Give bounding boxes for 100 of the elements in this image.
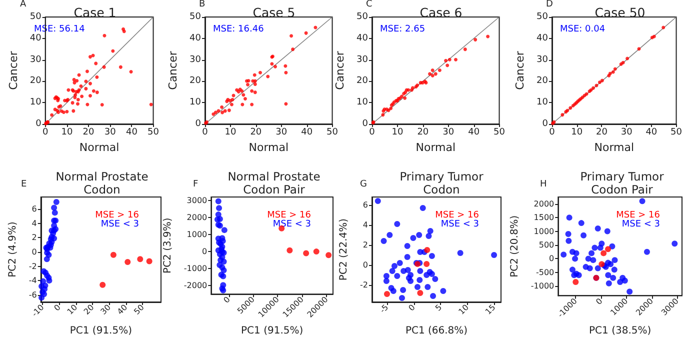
y-axis-title: PC2 (3.9%) [162, 218, 174, 274]
x-tick-label: -10 [30, 302, 46, 318]
y-tick-label: 50 [190, 12, 202, 22]
y-tick-label: 50 [356, 12, 368, 22]
y-tick-label: 2 [32, 233, 37, 242]
x-tick-label: 30 [104, 128, 116, 138]
y-tick-label: -1000 [184, 264, 208, 274]
text: MSE < 3 [100, 220, 139, 230]
x-axis-title: Normal [594, 140, 634, 154]
chart-title: Primary Tumor Codon [400, 170, 484, 196]
text: E [21, 180, 27, 190]
y-tick-label: 6 [32, 204, 37, 214]
y-axis-title: Cancer [166, 50, 180, 90]
annotation: MSE: 0.04 [560, 24, 606, 34]
y-axis-title: Cancer [514, 50, 527, 90]
x-tick-label: 20 [596, 128, 608, 138]
y-tick-label: -1000 [530, 282, 554, 291]
y-tick-label: -500 [536, 268, 554, 277]
text: D [546, 0, 553, 10]
annotation: MSE: 2.65 [380, 24, 426, 34]
y-tick-label: 30 [30, 54, 42, 65]
chart-title: Primary Tumor Codon Pair [580, 170, 664, 196]
y-tick-label: 20 [190, 76, 202, 86]
y-tick-label: 0 [549, 254, 554, 264]
x-tick-label: 10 [392, 128, 404, 138]
y-tick-label: 30 [190, 54, 202, 65]
x-tick-label: 20 [250, 128, 262, 138]
chart-title: Normal Prostate Codon [56, 170, 148, 196]
x-tick-label: 20 [82, 302, 96, 316]
y-tick-label: 20 [356, 76, 368, 86]
x-tick-label: 0 [406, 302, 417, 313]
y-tick-label: -2 [360, 280, 368, 290]
x-axis-title: PC1 (91.5%) [241, 326, 304, 336]
y-tick-label: 40 [30, 33, 42, 44]
y-tick-label: 50 [30, 12, 42, 22]
x-tick-label: 5 [434, 302, 444, 313]
text: H [540, 180, 547, 190]
x-tick-label: 0 [42, 128, 48, 138]
y-tick-label: 10 [356, 98, 368, 108]
x-tick-label: 10 [456, 302, 470, 316]
x-tick-label: 50 [132, 302, 146, 316]
y-tick-label: 20 [536, 76, 548, 86]
y-tick-label: 6 [362, 200, 368, 210]
y-tick-label: -6 [28, 290, 37, 300]
x-tick-label: 10 [61, 128, 73, 138]
chart-title: Normal Prostate Codon Pair [228, 170, 320, 196]
text: MSE > 16 [435, 210, 480, 220]
y-axis-title: PC2 (22.4%) [338, 218, 350, 281]
y-tick-label: 40 [356, 33, 368, 44]
text: G [360, 180, 367, 190]
x-tick-label: 0 [222, 294, 232, 305]
y-tick-label: 30 [536, 54, 548, 65]
x-axis-title: Normal [248, 140, 289, 154]
y-tick-label: 40 [536, 33, 548, 44]
series-label: MSE < 3 [622, 220, 660, 230]
y-tick-label: 4 [32, 218, 37, 228]
y-tick-label: 3000 [186, 196, 208, 205]
y-tick-label: 0 [542, 119, 548, 129]
series-label: MSE > 16 [267, 210, 312, 220]
y-tick-label: -2 [28, 262, 37, 271]
y-tick-label: 1500 [534, 213, 554, 222]
x-tick-label: 40 [646, 128, 658, 138]
y-axis-title: PC2 (4.9%) [8, 222, 18, 278]
y-tick-label: 0 [36, 119, 42, 129]
y-tick-label: 10 [536, 98, 548, 108]
x-tick-label: 50 [326, 128, 338, 138]
text: MSE > 16 [616, 210, 660, 220]
x-tick-label: 0 [594, 296, 604, 306]
x-tick-label: 20 [417, 128, 429, 138]
x-axis-title: PC1 (66.8%) [405, 326, 468, 336]
x-tick-label: 40 [301, 128, 313, 138]
x-axis-title: Normal [79, 140, 120, 154]
x-tick-label: 30 [442, 128, 454, 138]
x-tick-label: -5 [378, 302, 390, 315]
x-tick-label: 20 [82, 128, 95, 138]
x-axis-title: PC1 (38.5%) [589, 326, 652, 336]
y-tick-label: 50 [536, 12, 548, 22]
x-tick-label: 30 [276, 128, 288, 138]
x-tick-label: 0 [369, 128, 376, 138]
x-tick-label: 10 [571, 128, 583, 138]
text: MSE > 16 [95, 210, 140, 220]
x-tick-label: 30 [620, 128, 633, 138]
series-label: MSE < 3 [440, 220, 479, 230]
y-tick-label: 10 [190, 98, 202, 108]
text: C [366, 0, 372, 10]
y-tick-label: 500 [538, 240, 554, 250]
y-tick-label: 0 [362, 119, 368, 129]
y-tick-label: 30 [356, 54, 368, 65]
text: B [199, 0, 206, 10]
y-tick-label: 0 [32, 248, 37, 256]
y-tick-label: -4 [28, 276, 37, 286]
y-tick-label: 0 [202, 247, 208, 256]
y-tick-label: 1000 [186, 230, 208, 239]
x-tick-label: 40 [468, 128, 480, 138]
y-tick-label: 40 [190, 33, 202, 44]
y-tick-label: 4 [362, 220, 368, 230]
y-axis-title: PC2 (20.8%) [510, 215, 520, 278]
text: MSE < 3 [272, 220, 311, 230]
x-tick-label: 10 [224, 128, 236, 138]
y-axis-title: Cancer [334, 50, 347, 90]
